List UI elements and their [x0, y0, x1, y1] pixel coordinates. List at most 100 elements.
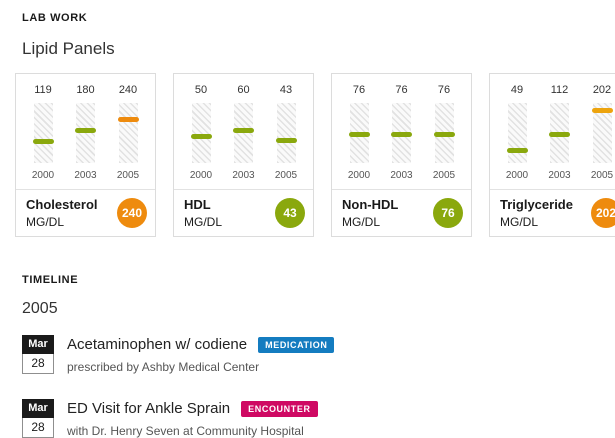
column-bar	[190, 103, 212, 163]
value-marker	[391, 131, 412, 137]
panel-footer: Cholesterol MG/DL 240	[16, 189, 155, 236]
column-value: 202	[592, 84, 612, 96]
panel-column: 50 2000	[185, 84, 217, 181]
value-marker	[549, 131, 570, 137]
timeline-event[interactable]: Mar 28 Acetaminophen w/ codiene MEDICATI…	[22, 335, 615, 374]
column-bar	[433, 103, 455, 163]
lipid-panels-subtitle: Lipid Panels	[22, 39, 115, 58]
panel-column: 43 2005	[270, 84, 302, 181]
timeline-section: TIMELINE 2005 Mar 28 Acetaminophen w/ co…	[22, 274, 615, 438]
panel-name: HDL	[184, 197, 211, 212]
panel-name: Triglyceride	[500, 197, 573, 212]
value-marker	[348, 131, 370, 137]
column-value: 49	[510, 84, 524, 96]
column-year: 2003	[74, 170, 97, 181]
event-date: Mar 28	[22, 335, 54, 374]
panel-meta: Non-HDL MG/DL	[342, 197, 398, 229]
column-bar	[506, 103, 528, 163]
panel-column: 119 2000	[27, 84, 59, 181]
column-year: 2003	[390, 170, 413, 181]
timeline-events: Mar 28 Acetaminophen w/ codiene MEDICATI…	[22, 335, 615, 438]
lab-panels: 119 2000 180 2003 240 2005 Cholesterol M…	[15, 73, 615, 237]
column-value: 76	[352, 84, 366, 96]
panel-columns: 50 2000 60 2003 43 2005	[174, 74, 313, 189]
event-type-badge: ENCOUNTER	[241, 400, 318, 417]
column-year: 2005	[590, 170, 614, 181]
column-bar	[117, 103, 139, 163]
column-year: 2005	[274, 170, 298, 181]
lab-panel-card[interactable]: 119 2000 180 2003 240 2005 Cholesterol M…	[15, 73, 156, 237]
panel-current-badge: 43	[275, 198, 305, 228]
column-value: 112	[550, 84, 569, 96]
column-bar	[32, 103, 54, 163]
panel-name: Non-HDL	[342, 197, 399, 212]
panel-unit: MG/DL	[342, 215, 381, 229]
panel-column: 240 2005	[112, 84, 144, 181]
lab-work-heading: LAB WORK	[22, 12, 88, 24]
lab-panel-card[interactable]: 49 2000 112 2003 202 2005 Triglyceride M…	[489, 73, 615, 237]
lab-work-section: LAB WORK Lipid Panels 119 2000 180 2003 …	[15, 12, 615, 237]
column-year: 2000	[189, 170, 213, 181]
value-marker	[190, 133, 212, 139]
panel-name: Cholesterol	[26, 197, 98, 212]
lab-panel-card[interactable]: 76 2000 76 2003 76 2005 Non-HDL MG/DL 76	[331, 73, 472, 237]
panel-column: 112 2003	[544, 84, 576, 181]
value-marker	[32, 139, 54, 145]
panel-column: 202 2005	[586, 84, 615, 181]
event-day: 28	[22, 354, 54, 374]
event-title: ED Visit for Ankle Sprain	[67, 400, 231, 417]
column-value: 76	[437, 84, 451, 96]
panel-footer: HDL MG/DL 43	[174, 189, 313, 236]
panel-meta: HDL MG/DL	[184, 197, 222, 229]
column-year: 2005	[432, 170, 456, 181]
column-value: 60	[237, 84, 250, 96]
event-title: Acetaminophen w/ codiene	[67, 336, 248, 353]
value-marker	[233, 128, 254, 134]
column-value: 180	[76, 84, 95, 96]
event-body: ED Visit for Ankle Sprain ENCOUNTER with…	[67, 399, 318, 438]
lab-panel-card[interactable]: 50 2000 60 2003 43 2005 HDL MG/DL 43	[173, 73, 314, 237]
panel-footer: Triglyceride MG/DL 202	[490, 189, 615, 236]
event-body: Acetaminophen w/ codiene MEDICATION pres…	[67, 335, 335, 374]
panel-column: 76 2003	[386, 84, 418, 181]
event-month: Mar	[22, 335, 54, 354]
event-subtitle: prescribed by Ashby Medical Center	[67, 360, 260, 374]
panel-columns: 76 2000 76 2003 76 2005	[332, 74, 471, 189]
value-marker	[275, 137, 297, 143]
panel-column: 76 2000	[343, 84, 375, 181]
column-value: 119	[34, 84, 52, 96]
event-subtitle: with Dr. Henry Seven at Community Hospit…	[67, 424, 304, 438]
column-year: 2003	[548, 170, 571, 181]
column-value: 50	[194, 84, 208, 96]
timeline-year: 2005	[22, 300, 58, 317]
column-bar	[591, 103, 613, 163]
column-year: 2000	[505, 170, 529, 181]
panel-unit: MG/DL	[184, 215, 223, 229]
panel-footer: Non-HDL MG/DL 76	[332, 189, 471, 236]
column-value: 43	[279, 84, 293, 96]
event-month: Mar	[22, 399, 54, 418]
column-bar	[391, 103, 412, 163]
column-bar	[275, 103, 297, 163]
panel-column: 76 2005	[428, 84, 460, 181]
panel-current-badge: 240	[117, 198, 147, 228]
value-marker	[591, 108, 613, 114]
timeline-heading: TIMELINE	[22, 274, 79, 286]
column-year: 2005	[116, 170, 140, 181]
column-bar	[233, 103, 254, 163]
column-bar	[348, 103, 370, 163]
value-marker	[506, 148, 528, 154]
value-marker	[75, 128, 96, 134]
panel-meta: Cholesterol MG/DL	[26, 197, 98, 229]
panel-column: 49 2000	[501, 84, 533, 181]
panel-current-badge: 76	[433, 198, 463, 228]
event-day: 28	[22, 418, 54, 438]
panel-unit: MG/DL	[26, 215, 65, 229]
timeline-event[interactable]: Mar 28 ED Visit for Ankle Sprain ENCOUNT…	[22, 399, 615, 438]
column-year: 2000	[347, 170, 371, 181]
panel-meta: Triglyceride MG/DL	[500, 197, 573, 229]
event-date: Mar 28	[22, 399, 54, 438]
panel-unit: MG/DL	[500, 215, 539, 229]
panel-current-badge: 202	[591, 198, 615, 228]
column-bar	[75, 103, 96, 163]
